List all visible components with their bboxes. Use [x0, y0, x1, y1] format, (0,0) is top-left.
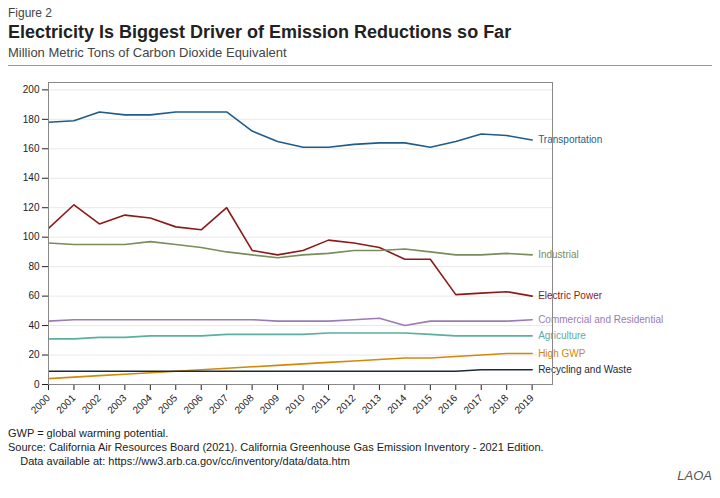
svg-text:Electric Power: Electric Power [538, 290, 603, 301]
svg-text:2002: 2002 [80, 392, 104, 416]
svg-text:2019: 2019 [512, 392, 536, 416]
svg-text:80: 80 [28, 261, 40, 272]
svg-text:120: 120 [23, 202, 40, 213]
svg-text:2004: 2004 [130, 392, 154, 416]
html-text:Million Metric Tons of Carbon: Million Metric Tons of Carbon Dioxide Eq… [8, 45, 287, 60]
svg-text:2009: 2009 [258, 392, 282, 416]
svg-text:2018: 2018 [487, 392, 511, 416]
svg-text:200: 200 [23, 84, 40, 95]
svg-text:Recycling and Waste: Recycling and Waste [538, 364, 632, 375]
svg-text:2016: 2016 [436, 392, 460, 416]
svg-text:Transportation: Transportation [538, 134, 602, 145]
svg-text:2000: 2000 [29, 392, 53, 416]
svg-text:2001: 2001 [54, 392, 78, 416]
svg-text:2015: 2015 [410, 392, 434, 416]
svg-text:0: 0 [34, 379, 40, 390]
svg-text:2005: 2005 [156, 392, 180, 416]
svg-text:Industrial: Industrial [538, 249, 579, 260]
html-text:Figure 2: Figure 2 [8, 6, 52, 20]
html-text:Source: California Air Resourc: Source: California Air Resources Board (… [8, 441, 544, 453]
html-text:Electricity Is Biggest Driver: Electricity Is Biggest Driver of Emissio… [8, 22, 512, 42]
svg-text:2010: 2010 [283, 392, 307, 416]
svg-text:180: 180 [23, 114, 40, 125]
svg-text:2007: 2007 [207, 392, 231, 416]
svg-text:20: 20 [28, 349, 40, 360]
html-text:LAOA: LAOA [677, 468, 712, 483]
html-text:Data available at: https://ww3: Data available at: https://ww3.arb.ca.go… [8, 455, 350, 467]
svg-text:Commercial and Residential: Commercial and Residential [538, 314, 663, 325]
svg-text:2012: 2012 [334, 392, 358, 416]
html-text:GWP = global warming potential: GWP = global warming potential. [8, 427, 169, 439]
svg-text:Agriculture: Agriculture [538, 330, 586, 341]
svg-text:60: 60 [28, 290, 40, 301]
svg-text:2003: 2003 [105, 392, 129, 416]
svg-text:2013: 2013 [360, 392, 384, 416]
svg-text:2006: 2006 [181, 392, 205, 416]
svg-text:2017: 2017 [461, 392, 485, 416]
svg-text:160: 160 [23, 143, 40, 154]
svg-text:High GWP: High GWP [538, 348, 586, 359]
svg-text:2014: 2014 [385, 392, 409, 416]
svg-text:140: 140 [23, 172, 40, 183]
svg-text:2011: 2011 [309, 392, 332, 415]
svg-text:2008: 2008 [232, 392, 256, 416]
svg-text:40: 40 [28, 320, 40, 331]
svg-text:100: 100 [23, 231, 40, 242]
